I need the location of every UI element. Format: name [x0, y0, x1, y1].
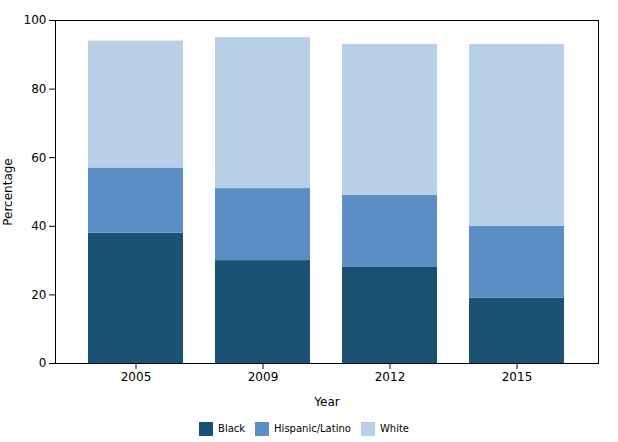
svg-text:100: 100 — [24, 13, 47, 27]
svg-text:60: 60 — [31, 151, 46, 165]
svg-text:Year: Year — [313, 395, 339, 409]
html-text:Black: Black — [218, 423, 246, 434]
svg-text:80: 80 — [31, 82, 46, 96]
html-text:White: White — [379, 423, 409, 434]
svg-text:40: 40 — [31, 219, 46, 233]
svg-text:2009: 2009 — [248, 370, 279, 384]
html-text:Hispanic/Latino: Hispanic/Latino — [274, 423, 351, 434]
svg-text:2015: 2015 — [502, 370, 533, 384]
svg-text:20: 20 — [31, 288, 46, 302]
svg-text:0: 0 — [39, 356, 47, 370]
svg-text:2005: 2005 — [121, 370, 152, 384]
svg-text:Percentage: Percentage — [1, 158, 15, 226]
svg-text:2012: 2012 — [375, 370, 406, 384]
